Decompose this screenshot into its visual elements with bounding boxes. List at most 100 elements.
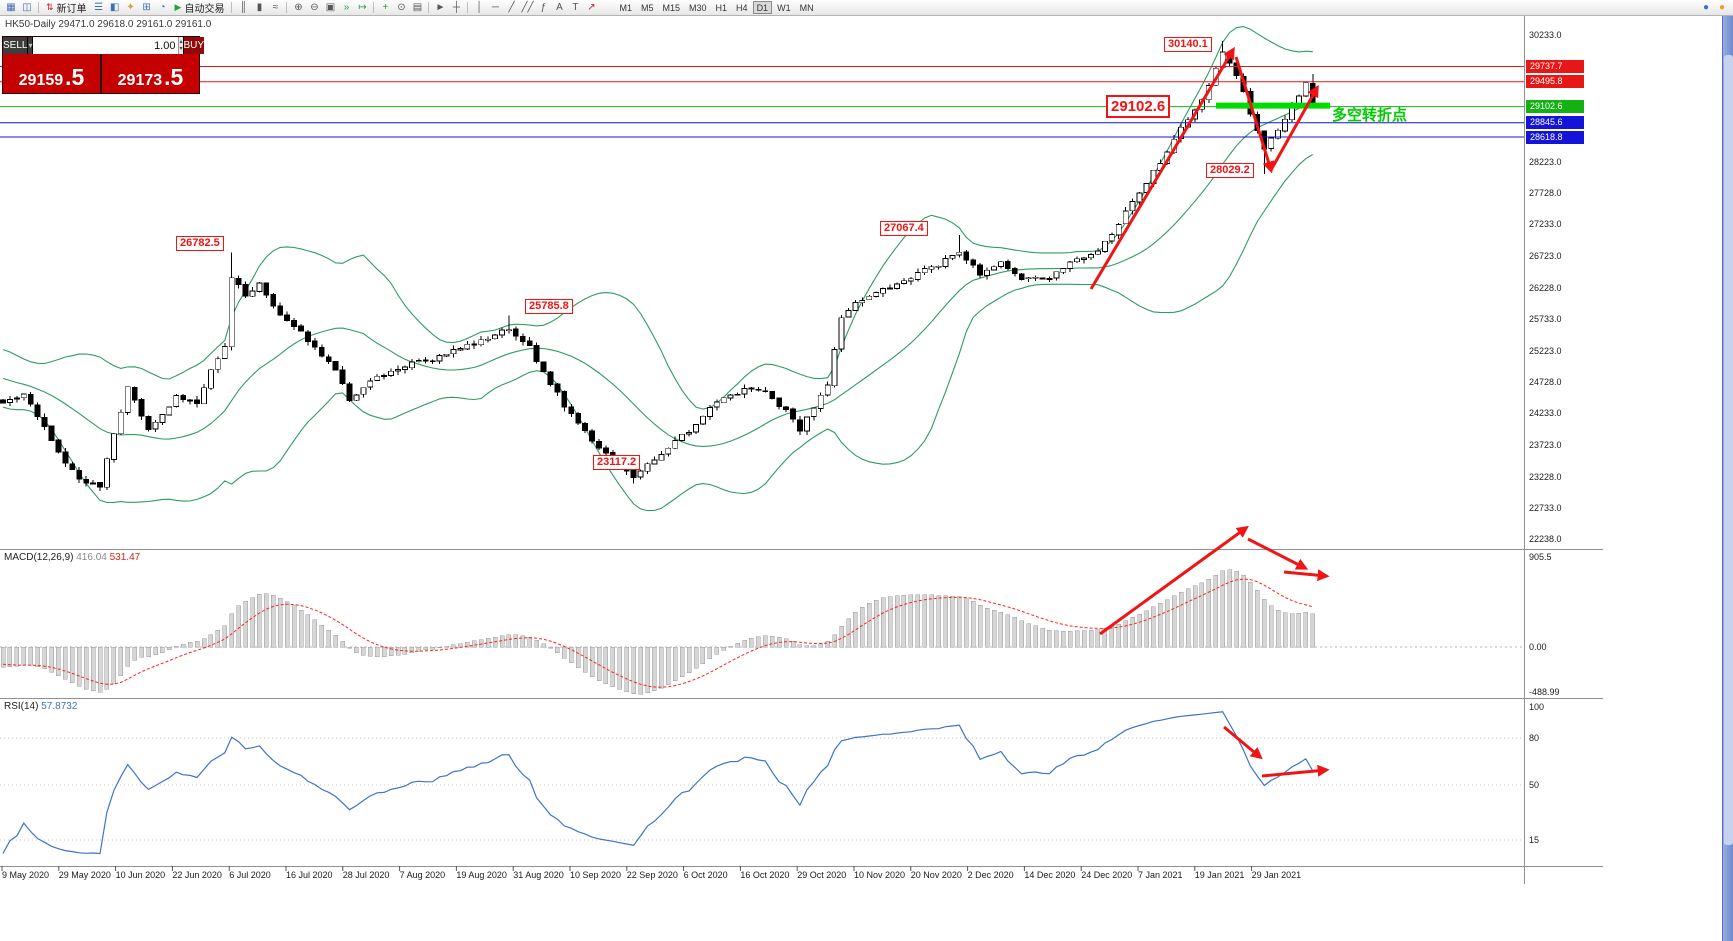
- trendline-icon[interactable]: ╱: [508, 1, 515, 13]
- swing-price-label[interactable]: 29102.6: [1106, 95, 1171, 118]
- price-level-tag: 28618.8: [1526, 130, 1584, 144]
- price-axis-label: 24728.0: [1529, 377, 1562, 388]
- price-axis-label: 23228.0: [1529, 471, 1562, 482]
- periods-icon[interactable]: ⊙: [397, 1, 406, 13]
- profiles-icon[interactable]: ◫: [22, 1, 32, 13]
- macd-scale-label: 905.5: [1529, 552, 1552, 562]
- timeframe-m1[interactable]: M1: [619, 3, 632, 13]
- date-label: 22 Jun 2020: [172, 870, 222, 880]
- terminal-icon[interactable]: ⊞: [142, 1, 151, 13]
- volume-step-up-icon[interactable]: ▴: [179, 38, 183, 45]
- timeframe-w1[interactable]: W1: [777, 3, 791, 13]
- volume-input[interactable]: [33, 37, 179, 54]
- alerts-icon[interactable]: ●: [1718, 1, 1726, 13]
- timeframe-m30[interactable]: M30: [689, 3, 707, 13]
- volume-stepper[interactable]: ▴ ▾: [178, 37, 183, 54]
- crosshair-icon[interactable]: ┼: [452, 1, 461, 13]
- text-tool-icon[interactable]: A: [556, 1, 563, 13]
- date-label: 10 Nov 2020: [854, 870, 906, 880]
- autotrading-button[interactable]: ▶ 自动交易: [171, 1, 229, 15]
- date-label: 6 Oct 2020: [683, 870, 728, 880]
- rsi-name: RSI(14): [4, 701, 39, 712]
- rsi-scale-label: 50: [1529, 780, 1540, 790]
- date-label: 7 Jan 2021: [1138, 870, 1183, 880]
- community-icon[interactable]: ●: [1702, 1, 1710, 13]
- new-order-button[interactable]: ⇅ 新订单: [42, 1, 91, 15]
- line-chart-icon[interactable]: ≈: [272, 1, 279, 13]
- label-tool-icon[interactable]: T: [572, 1, 579, 13]
- templates-icon[interactable]: ▤: [412, 1, 423, 13]
- trade-controls-row: SELL ▾ ▴ ▾ BUY: [3, 37, 205, 54]
- swing-price-label[interactable]: 30140.1: [1164, 37, 1212, 52]
- swing-price-label[interactable]: 27067.4: [880, 221, 928, 236]
- timeframe-mn[interactable]: MN: [799, 3, 814, 13]
- autotrading-button-label: 自动交易: [184, 4, 225, 15]
- date-label: 10 Jun 2020: [115, 870, 166, 880]
- vertical-line-icon[interactable]: │: [476, 1, 483, 13]
- sell-price-int: 29159: [18, 72, 64, 89]
- buy-price-dec: .5: [164, 64, 184, 90]
- data-window-icon[interactable]: ◧: [109, 1, 120, 13]
- macd-label: MACD(12,26,9) 416.04 531.47: [4, 552, 140, 563]
- date-label: 2 Dec 2020: [967, 870, 1014, 880]
- swing-price-label[interactable]: 23117.2: [593, 455, 641, 470]
- toolbar-separator: [373, 2, 375, 13]
- price-axis-label: 22733.0: [1529, 502, 1562, 513]
- chart-shift-icon[interactable]: ↦: [358, 1, 367, 13]
- buy-button[interactable]: BUY: [182, 37, 205, 54]
- price-axis-label: 24233.0: [1529, 408, 1562, 419]
- timeframe-h4[interactable]: H4: [736, 3, 748, 13]
- price-axis-label: 22238.0: [1529, 534, 1562, 545]
- zoom-in-icon[interactable]: ⊕: [294, 1, 303, 13]
- time-axis[interactable]: 9 May 2020 29 May 2020 10 Jun 2020 22 Jun 2…: [0, 867, 1524, 885]
- cursor-icon[interactable]: ►: [435, 1, 446, 13]
- new-chart-icon[interactable]: ▦: [6, 1, 16, 13]
- timeframe-h1[interactable]: H1: [715, 3, 728, 13]
- turning-point-label[interactable]: 多空转折点: [1332, 107, 1408, 124]
- date-label: 6 Jul 2020: [229, 870, 271, 880]
- new-order-button-label: 新订单: [56, 4, 87, 15]
- buy-price-display[interactable]: 29173 .5: [102, 54, 199, 93]
- date-label: 14 Dec 2020: [1024, 870, 1076, 880]
- new-order-button-icon: ⇅: [46, 2, 54, 12]
- candlestick-chart-icon[interactable]: ▮: [256, 1, 263, 13]
- toolbar-separator: [286, 2, 288, 13]
- timeframe-m5[interactable]: M5: [640, 3, 654, 13]
- auto-scroll-icon[interactable]: »: [343, 1, 350, 13]
- timeframe-m15[interactable]: M15: [662, 3, 681, 13]
- toolbar-separator: [231, 2, 233, 13]
- tile-windows-icon[interactable]: ▣: [325, 1, 336, 13]
- price-axis-label: 28223.0: [1529, 156, 1562, 167]
- macd-main-value: 416.04: [76, 552, 107, 563]
- sell-price-display[interactable]: 29159 .5: [3, 54, 100, 93]
- strategy-tester-icon[interactable]: ◔: [159, 1, 166, 13]
- zoom-out-icon[interactable]: ⊖: [310, 1, 319, 13]
- order-type-dropdown-icon[interactable]: ▾: [28, 37, 34, 54]
- toolbar-separator: [467, 2, 469, 13]
- date-label: 29 May 2020: [58, 870, 111, 880]
- vertical-scrollbar[interactable]: [1722, 0, 1733, 941]
- toolbar: ▦ ◫ ⇅ 新订单 ☰ ◧ ✦ ⊞ ◔ ▶ 自动交易 ║ ▮ ≈ ⊕ ⊖ ▣» ↦ + ⊙ ▤ ► ┼ │ ─ ╱ ╱╱ ƒ A T ↗ M1…: [0, 0, 1733, 16]
- sell-button[interactable]: SELL: [3, 37, 29, 54]
- timeframe-d1[interactable]: D1: [752, 1, 773, 14]
- channel-icon[interactable]: ╱╱: [521, 1, 534, 13]
- rsi-scale-label: 80: [1529, 733, 1540, 743]
- swing-price-label[interactable]: 26782.5: [176, 236, 224, 251]
- navigator-icon[interactable]: ✦: [126, 1, 135, 13]
- fibonacci-icon[interactable]: ƒ: [540, 1, 547, 13]
- price-axis[interactable]: 30233.0 28223.0 27728.0 27233.0 26723.0 26228…: [1525, 0, 1603, 941]
- autotrading-button-icon: ▶: [174, 2, 182, 12]
- price-axis-label: 23723.0: [1529, 440, 1562, 451]
- bar-chart-icon[interactable]: ║: [239, 1, 248, 13]
- swing-price-label[interactable]: 25785.8: [525, 299, 573, 314]
- indicators-icon[interactable]: +: [382, 1, 389, 13]
- market-watch-icon[interactable]: ☰: [94, 1, 104, 13]
- horizontal-line-icon[interactable]: ─: [491, 1, 500, 13]
- date-label: 22 Sep 2020: [626, 870, 678, 880]
- volume-step-down-icon[interactable]: ▾: [179, 45, 183, 52]
- swing-price-label[interactable]: 28029.2: [1206, 163, 1254, 178]
- price-level-tag: 29737.7: [1526, 60, 1584, 74]
- scrollbar-thumb[interactable]: [1724, 55, 1733, 845]
- arrows-tool-icon[interactable]: ↗: [587, 1, 596, 13]
